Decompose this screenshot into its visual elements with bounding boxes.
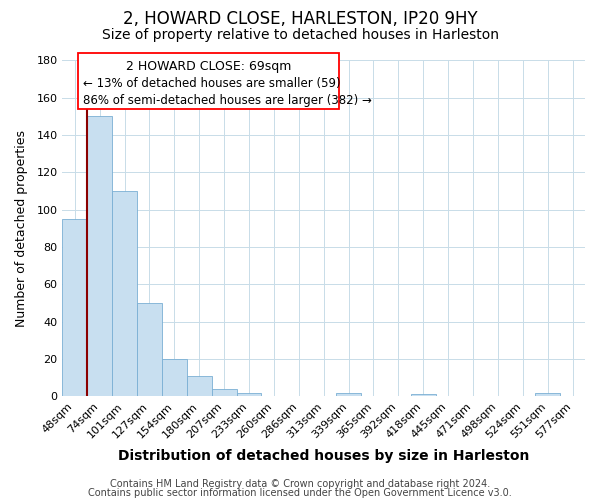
Bar: [336, 392, 361, 396]
X-axis label: Distribution of detached houses by size in Harleston: Distribution of detached houses by size …: [118, 448, 529, 462]
Text: Contains HM Land Registry data © Crown copyright and database right 2024.: Contains HM Land Registry data © Crown c…: [110, 479, 490, 489]
Bar: [212, 389, 236, 396]
Text: 86% of semi-detached houses are larger (382) →: 86% of semi-detached houses are larger (…: [83, 94, 372, 107]
Text: 2 HOWARD CLOSE: 69sqm: 2 HOWARD CLOSE: 69sqm: [126, 60, 292, 73]
Text: 2, HOWARD CLOSE, HARLESTON, IP20 9HY: 2, HOWARD CLOSE, HARLESTON, IP20 9HY: [122, 10, 478, 28]
Bar: [236, 392, 262, 396]
Text: Contains public sector information licensed under the Open Government Licence v3: Contains public sector information licen…: [88, 488, 512, 498]
Text: Size of property relative to detached houses in Harleston: Size of property relative to detached ho…: [101, 28, 499, 42]
Bar: [535, 392, 560, 396]
Bar: [62, 219, 87, 396]
Bar: [162, 359, 187, 397]
Bar: [87, 116, 112, 396]
Y-axis label: Number of detached properties: Number of detached properties: [15, 130, 28, 327]
FancyBboxPatch shape: [78, 54, 340, 109]
Bar: [411, 394, 436, 396]
Bar: [112, 191, 137, 396]
Bar: [187, 376, 212, 396]
Text: ← 13% of detached houses are smaller (59): ← 13% of detached houses are smaller (59…: [83, 77, 341, 90]
Bar: [137, 303, 162, 396]
